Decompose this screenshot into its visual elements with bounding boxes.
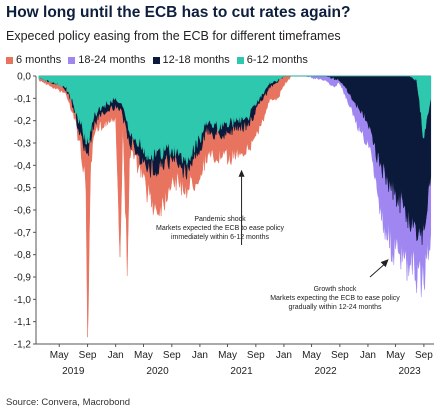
legend-item: 12-18 months xyxy=(152,54,230,66)
y-tick-label: -0,3 xyxy=(14,139,32,150)
y-tick-label: -0,6 xyxy=(14,206,32,217)
annotation-text: gradually within 12-24 months xyxy=(289,304,382,311)
annotation-text: Pandemic shock xyxy=(194,216,246,223)
x-year-label: 2023 xyxy=(398,366,421,377)
x-tick-label: Sep xyxy=(415,350,433,361)
series-area xyxy=(38,75,292,338)
x-year-label: 2022 xyxy=(314,366,337,377)
legend-swatch xyxy=(152,56,160,64)
annotation-arrowhead xyxy=(238,169,245,177)
annotation-arrowhead xyxy=(380,259,389,268)
legend-label: 12-18 months xyxy=(162,54,230,66)
x-tick-label: Jan xyxy=(108,350,124,361)
x-year-label: 2019 xyxy=(62,366,85,377)
y-tick-label: 0,0 xyxy=(17,72,31,83)
legend-item: 6 months xyxy=(6,54,61,66)
y-tick-label: -0,9 xyxy=(14,273,32,284)
y-tick-label: -0,4 xyxy=(14,161,32,172)
legend-item: 18-24 months xyxy=(68,54,146,66)
legend-item: 6-12 months xyxy=(236,54,308,66)
annotation-text: Markets expecting the ECB to ease policy xyxy=(270,295,400,302)
annotation-text: Growth shock xyxy=(314,286,357,293)
y-tick-label: -0,5 xyxy=(14,183,32,194)
y-tick-label: -1,0 xyxy=(14,295,32,306)
y-tick-label: -0,7 xyxy=(14,228,32,239)
x-tick-label: Sep xyxy=(247,350,265,361)
chart-subtitle: Expeced policy easing from the ECB for d… xyxy=(6,29,341,43)
legend-swatch xyxy=(236,56,244,64)
y-tick-label: -0,8 xyxy=(14,250,32,261)
chart-source: Source: Convera, Macrobond xyxy=(6,397,131,408)
x-year-label: 2021 xyxy=(230,366,253,377)
y-tick-label: -1,2 xyxy=(14,340,32,351)
x-tick-label: May xyxy=(134,350,153,361)
y-tick-label: -0,1 xyxy=(14,94,32,105)
series-area xyxy=(38,75,432,166)
x-tick-label: May xyxy=(218,350,237,361)
legend-label: 18-24 months xyxy=(78,54,146,66)
x-year-label: 2020 xyxy=(146,366,169,377)
annotation-arrow-line xyxy=(369,262,386,278)
x-tick-label: Jan xyxy=(192,350,208,361)
x-tick-label: Sep xyxy=(163,350,181,361)
legend-swatch xyxy=(6,56,13,64)
annotation-text: immediately within 6-12 months xyxy=(171,234,270,241)
legend-label: 6-12 months xyxy=(246,54,308,66)
x-tick-label: Sep xyxy=(331,350,349,361)
chart-legend: 6 months 18-24 months 12-18 months 6-12 mon… xyxy=(6,54,315,66)
x-tick-label: Jan xyxy=(360,350,376,361)
x-tick-label: Sep xyxy=(79,350,97,361)
x-tick-label: May xyxy=(386,350,405,361)
y-tick-label: -1,1 xyxy=(14,317,32,328)
y-tick-label: -0,2 xyxy=(14,116,32,127)
x-tick-label: May xyxy=(50,350,69,361)
chart-title: How long until the ECB has to cut rates … xyxy=(6,4,351,21)
x-tick-label: May xyxy=(302,350,321,361)
legend-label: 6 months xyxy=(16,54,62,66)
legend-swatch xyxy=(68,56,76,64)
annotation-text: Markets expected the ECB to ease policy xyxy=(156,225,285,232)
x-tick-label: Jan xyxy=(276,350,292,361)
